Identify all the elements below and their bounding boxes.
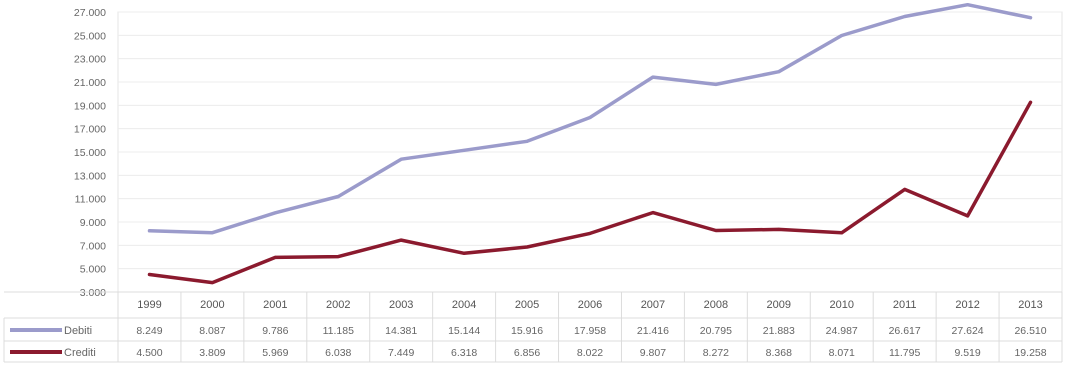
table-cell-crediti: 6.856 xyxy=(514,347,540,359)
y-tick-label: 17.000 xyxy=(74,124,106,136)
table-cell-debiti: 26.510 xyxy=(1014,325,1046,337)
data-point-crediti xyxy=(840,231,844,235)
x-tick-label: 2002 xyxy=(326,299,350,311)
data-point-crediti xyxy=(714,228,718,232)
data-point-debiti xyxy=(147,229,151,233)
data-point-debiti xyxy=(777,70,781,74)
data-point-crediti xyxy=(966,214,970,218)
table-cell-debiti: 17.958 xyxy=(574,325,606,337)
x-tick-label: 2011 xyxy=(893,299,917,311)
x-tick-label: 2006 xyxy=(578,299,602,311)
x-tick-label: 1999 xyxy=(137,299,161,311)
data-point-debiti xyxy=(966,3,970,7)
x-tick-label: 2007 xyxy=(641,299,665,311)
y-tick-label: 23.000 xyxy=(74,54,106,66)
table-cell-debiti: 8.087 xyxy=(199,325,225,337)
y-tick-label: 13.000 xyxy=(74,170,106,182)
y-tick-label: 11.000 xyxy=(75,194,106,206)
table-cell-debiti: 27.624 xyxy=(952,325,984,337)
data-point-debiti xyxy=(1029,16,1033,20)
table-cell-crediti: 9.807 xyxy=(640,347,666,359)
x-tick-label: 2004 xyxy=(452,299,476,311)
series-line-crediti xyxy=(147,100,1033,285)
table-cell-crediti: 8.272 xyxy=(703,347,729,359)
data-point-crediti xyxy=(210,281,214,285)
table-cell-debiti: 8.249 xyxy=(136,325,162,337)
table-cell-debiti: 21.883 xyxy=(763,325,795,337)
table-cell-crediti: 11.795 xyxy=(889,347,920,359)
table-cell-debiti: 20.795 xyxy=(700,325,732,337)
data-point-debiti xyxy=(273,211,277,215)
table-cell-debiti: 15.144 xyxy=(448,325,480,337)
data-point-debiti xyxy=(210,231,214,235)
y-tick-label: 25.000 xyxy=(74,30,106,42)
y-tick-label: 21.000 xyxy=(74,77,106,89)
y-tick-label: 7.000 xyxy=(80,240,106,252)
y-tick-label: 9.000 xyxy=(80,217,106,229)
x-tick-label: 2009 xyxy=(767,299,791,311)
y-tick-label: 27.000 xyxy=(74,7,106,19)
x-tick-label: 2000 xyxy=(200,299,224,311)
table-cell-crediti: 9.519 xyxy=(954,347,980,359)
x-tick-label: 2008 xyxy=(704,299,728,311)
data-point-debiti xyxy=(651,75,655,79)
data-point-debiti xyxy=(399,157,403,161)
table-cell-debiti: 14.381 xyxy=(385,325,417,337)
table-cell-crediti: 19.258 xyxy=(1014,347,1046,359)
table-cell-crediti: 4.500 xyxy=(136,347,162,359)
table-cell-debiti: 21.416 xyxy=(637,325,669,337)
y-tick-label: 5.000 xyxy=(80,264,106,276)
data-point-crediti xyxy=(777,227,781,231)
table-cell-crediti: 6.318 xyxy=(451,347,477,359)
data-point-crediti xyxy=(147,273,151,276)
data-point-crediti xyxy=(1029,100,1033,104)
data-point-debiti xyxy=(588,115,592,119)
x-tick-label: 2013 xyxy=(1018,299,1042,311)
y-tick-label: 19.000 xyxy=(74,100,106,112)
table-cell-debiti: 26.617 xyxy=(889,325,921,337)
table-cell-debiti: 9.786 xyxy=(262,325,288,337)
data-point-crediti xyxy=(462,251,466,255)
table-cell-debiti: 15.916 xyxy=(511,325,543,337)
data-point-crediti xyxy=(336,255,340,259)
y-tick-label: 3.000 xyxy=(80,287,106,299)
table-cell-debiti: 11.185 xyxy=(323,325,354,337)
y-tick-label: 15.000 xyxy=(74,147,106,159)
data-point-debiti xyxy=(714,82,718,86)
data-point-debiti xyxy=(903,14,907,18)
x-tick-label: 2001 xyxy=(263,299,287,311)
data-point-crediti xyxy=(903,187,907,191)
data-point-crediti xyxy=(651,211,655,215)
data-point-crediti xyxy=(525,245,529,249)
data-point-debiti xyxy=(840,33,844,37)
legend-label-debiti: Debiti xyxy=(64,325,92,337)
table-cell-crediti: 3.809 xyxy=(199,347,225,359)
table-cell-debiti: 24.987 xyxy=(826,325,858,337)
data-point-debiti xyxy=(462,148,466,152)
legend-label-crediti: Crediti xyxy=(64,347,96,359)
table-cell-crediti: 8.071 xyxy=(829,347,855,359)
x-tick-label: 2003 xyxy=(389,299,413,311)
x-tick-label: 2012 xyxy=(955,299,979,311)
table-cell-crediti: 7.449 xyxy=(388,347,414,359)
table-cell-crediti: 8.022 xyxy=(577,347,603,359)
data-point-debiti xyxy=(525,139,529,143)
data-point-debiti xyxy=(336,195,340,199)
x-tick-label: 2005 xyxy=(515,299,539,311)
table-cell-crediti: 8.368 xyxy=(766,347,792,359)
table-cell-crediti: 5.969 xyxy=(262,347,288,359)
data-point-crediti xyxy=(588,231,592,235)
table-cell-crediti: 6.038 xyxy=(325,347,351,359)
data-point-crediti xyxy=(399,238,403,242)
data-point-crediti xyxy=(273,255,277,259)
x-tick-label: 2010 xyxy=(829,299,853,311)
